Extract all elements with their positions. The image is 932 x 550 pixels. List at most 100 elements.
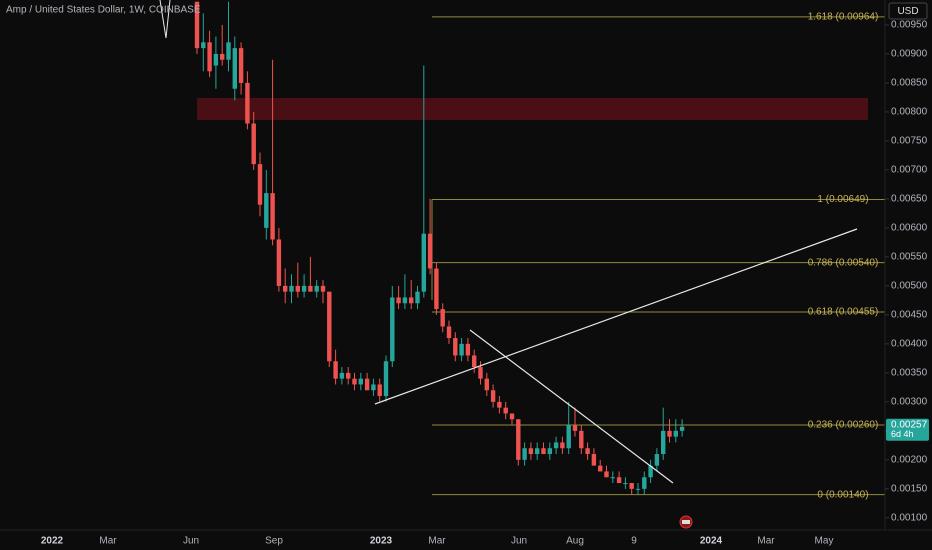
y-tick-label: 0.00650 [891,194,928,205]
candle-body [346,372,351,379]
zone [197,97,868,121]
candle-body [333,361,338,379]
candle-body [490,390,496,402]
candle-body [232,48,237,89]
y-tick-label: 0.00200 [891,454,928,465]
candle-body [667,430,672,437]
candle-body [371,384,376,391]
x-tick-label: Aug [566,536,584,547]
candle-body [364,378,370,391]
candle-body [289,285,294,292]
x-tick-label: Jun [183,536,199,547]
y-tick-label: 0.00350 [891,367,928,378]
candle-body [327,291,332,362]
candle-body [213,53,219,66]
zone-layer [197,97,868,121]
y-tick-label: 0.00400 [891,339,928,350]
candle-body [673,430,678,437]
candle-body [503,407,508,414]
fib-label: 0.236 (0.00260) [808,420,879,431]
candle-body [251,123,256,165]
candle-body [616,477,622,484]
candle-body [585,448,590,455]
event-icon-flag[interactable] [682,520,690,524]
candle-body [547,448,552,455]
candle-body [245,82,250,124]
event-icon[interactable] [679,515,693,529]
x-tick-label: Mar [428,536,446,547]
candle-body [598,465,603,472]
candle-body [308,285,313,292]
candle-body [238,48,244,83]
x-tick-label: Mar [757,536,775,547]
y-tick-label: 0.00600 [891,223,928,234]
y-tick-label: 0.00750 [891,136,928,147]
y-tick-label: 0.00800 [891,107,928,118]
candle-body [339,372,345,379]
candle-body [264,193,269,228]
x-tick-label: Sep [265,536,283,547]
drawing [159,0,171,39]
candle-body [478,367,483,379]
candle-layer [194,1,685,495]
candle-body [320,285,326,292]
candle-body [623,483,628,485]
x-tick-label: 2024 [700,536,723,547]
candle-body [604,471,609,478]
candle-body [257,164,263,205]
last-price-badge [886,418,929,441]
y-tick-label: 0.00150 [891,483,928,494]
candle-body [654,454,660,466]
x-tick-label: 2023 [370,536,393,547]
candle-body [427,233,433,269]
currency-button[interactable] [888,2,928,20]
candle-body [497,401,502,408]
candle-body [301,285,307,292]
y-tick-label: 0.00950 [891,20,928,31]
x-tick-label: Jun [511,536,527,547]
x-tick-label: 9 [631,536,637,547]
candle-body [194,1,200,49]
candle-body [415,291,420,304]
candle-body [383,361,389,397]
chart-title: Amp / United States Dollar, 1W, COINBASE [6,5,201,16]
candle-body [553,442,559,449]
candle-body [421,233,426,292]
candle-body [648,465,653,478]
y-tick-label: 0.00850 [891,78,928,89]
candle-body [541,448,546,455]
candle-body [484,378,489,391]
y-tick-label: 0.00450 [891,310,928,321]
currency-label[interactable]: USD [897,6,918,17]
y-tick-label: 0.00700 [891,165,928,176]
candle-body [207,42,212,72]
candle-body [522,448,527,460]
candle-body [572,425,578,431]
candle-body [535,448,540,455]
candle-body [465,343,471,356]
candle-body [283,285,288,292]
candle-body [377,384,382,397]
candle-body [295,285,300,292]
x-tick-label: May [815,536,834,547]
candle-body [226,42,231,60]
candle-body [402,297,408,304]
candle-body [276,239,282,286]
candle-body [566,425,571,449]
y-tick-label: 0.00100 [891,512,928,523]
candle-body [358,378,363,385]
candle-body [629,483,634,489]
candle-body [560,442,565,449]
candle-body [201,42,206,49]
fib-label: 0.786 (0.00540) [808,257,879,268]
countdown-label: 6d 4h [891,429,914,439]
candle-body [472,355,477,368]
candle-body [220,53,225,60]
candle-body [635,488,641,490]
fib-layer: 1.618 (0.00964) 1 (0.00649) 0.786 (0.00540… [431,11,885,500]
candle-body [352,378,357,385]
trend-line [374,228,858,405]
trend-line [469,329,674,484]
